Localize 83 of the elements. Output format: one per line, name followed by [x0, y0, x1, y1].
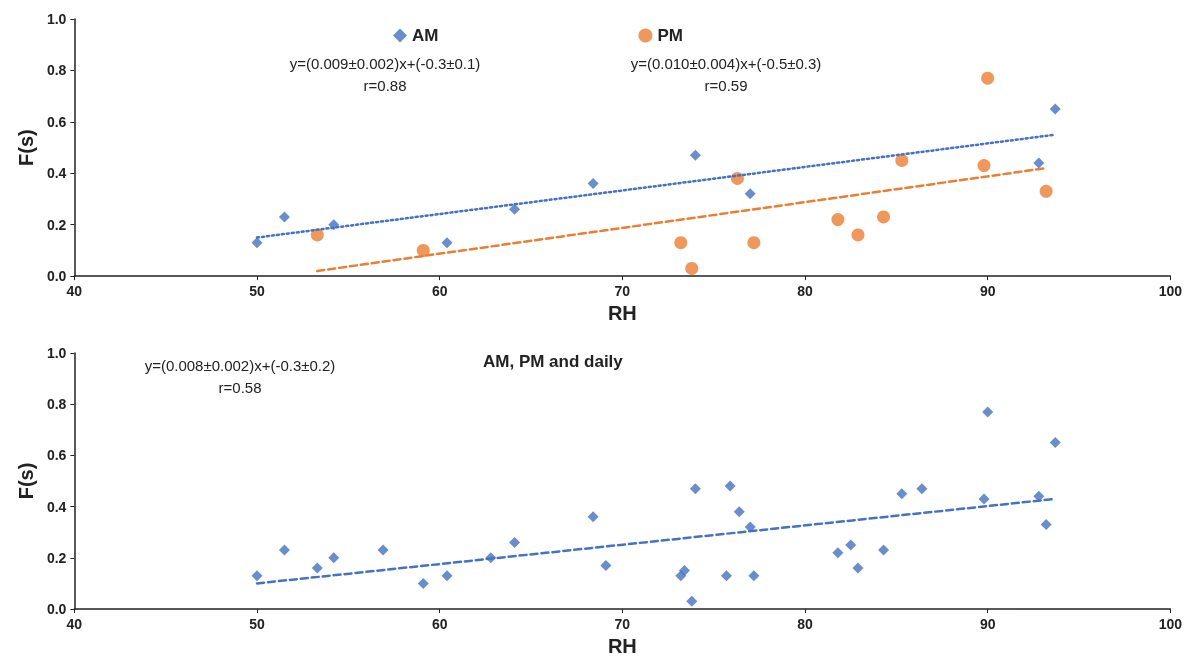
x-tick-label: 80 — [797, 283, 813, 300]
y-tick-label: 0.4 — [46, 498, 67, 515]
y-tick-label: 0.0 — [46, 268, 67, 285]
point — [328, 552, 340, 564]
x-tick-label: 60 — [431, 283, 448, 300]
point — [1033, 157, 1045, 169]
point — [587, 178, 599, 190]
x-tick-label: 50 — [249, 283, 266, 300]
point — [831, 213, 845, 227]
chart-title: AM, PM and daily — [483, 352, 624, 371]
x-tick-label: 40 — [66, 283, 83, 300]
point — [981, 71, 995, 85]
y-tick-label: 0.2 — [46, 549, 67, 566]
annotation: y=(0.009±0.002)x+(-0.3±0.1) r=0.88 — [289, 54, 481, 94]
point — [689, 149, 701, 161]
point — [1049, 437, 1061, 449]
x-tick-label: 100 — [1158, 616, 1183, 632]
y-tick-label: 0.4 — [46, 165, 67, 182]
y-tick-label: 0.2 — [46, 216, 67, 233]
point — [416, 243, 430, 257]
point — [878, 544, 890, 556]
x-tick-label: 70 — [614, 616, 631, 632]
point — [685, 261, 699, 275]
x-tick-label: 80 — [797, 616, 813, 632]
x-tick-label: 70 — [614, 283, 631, 300]
point — [852, 562, 864, 574]
legend-label: PM — [657, 26, 683, 45]
point — [982, 406, 994, 418]
annotation: y=(0.010±0.004)x+(-0.5±0.3) r=0.59 — [630, 54, 822, 94]
point — [278, 544, 290, 556]
legend-label: AM — [412, 26, 439, 45]
annotation: y=(0.008±0.002)x+(-0.3±0.2) r=0.58 — [144, 356, 336, 396]
point — [251, 570, 263, 582]
y-axis-title: F(s) — [15, 462, 37, 500]
point — [686, 595, 698, 607]
point — [377, 544, 389, 556]
point — [747, 236, 761, 250]
y-tick-label: 1.0 — [46, 345, 67, 361]
y-axis-title: F(s) — [15, 129, 37, 166]
point — [441, 237, 453, 249]
point — [251, 237, 263, 249]
point — [916, 483, 928, 495]
point — [674, 236, 688, 250]
x-axis-title: RH — [607, 634, 637, 657]
point — [744, 188, 756, 200]
point — [1049, 103, 1061, 115]
point — [417, 577, 429, 589]
x-tick-label: 90 — [979, 616, 996, 632]
point — [845, 539, 857, 551]
point — [895, 153, 909, 167]
point — [600, 559, 612, 571]
point — [1039, 184, 1053, 198]
point — [720, 570, 732, 582]
y-tick-label: 0.8 — [46, 396, 67, 413]
x-tick-label: 40 — [66, 616, 83, 632]
point — [851, 228, 865, 242]
y-tick-label: 0.8 — [46, 62, 67, 79]
point — [587, 511, 599, 523]
point — [678, 565, 690, 577]
y-tick-label: 0.6 — [46, 447, 67, 464]
x-axis-title: RH — [607, 302, 637, 324]
point — [441, 570, 453, 582]
y-tick-label: 0.0 — [46, 601, 67, 617]
point — [724, 480, 736, 492]
point — [278, 211, 290, 223]
point — [832, 547, 844, 559]
point — [977, 159, 991, 173]
x-tick-label: 100 — [1158, 283, 1183, 300]
point — [748, 570, 760, 582]
x-tick-label: 60 — [431, 616, 448, 632]
point — [509, 203, 521, 215]
point — [733, 506, 745, 518]
point — [689, 483, 701, 495]
y-tick-label: 1.0 — [46, 11, 67, 27]
point — [896, 488, 908, 500]
point — [978, 493, 990, 505]
point — [1040, 519, 1052, 531]
point — [877, 210, 891, 224]
point — [311, 562, 323, 574]
point — [509, 536, 521, 548]
y-tick-label: 0.6 — [46, 113, 67, 130]
x-tick-label: 50 — [249, 616, 266, 632]
x-tick-label: 90 — [979, 283, 996, 300]
